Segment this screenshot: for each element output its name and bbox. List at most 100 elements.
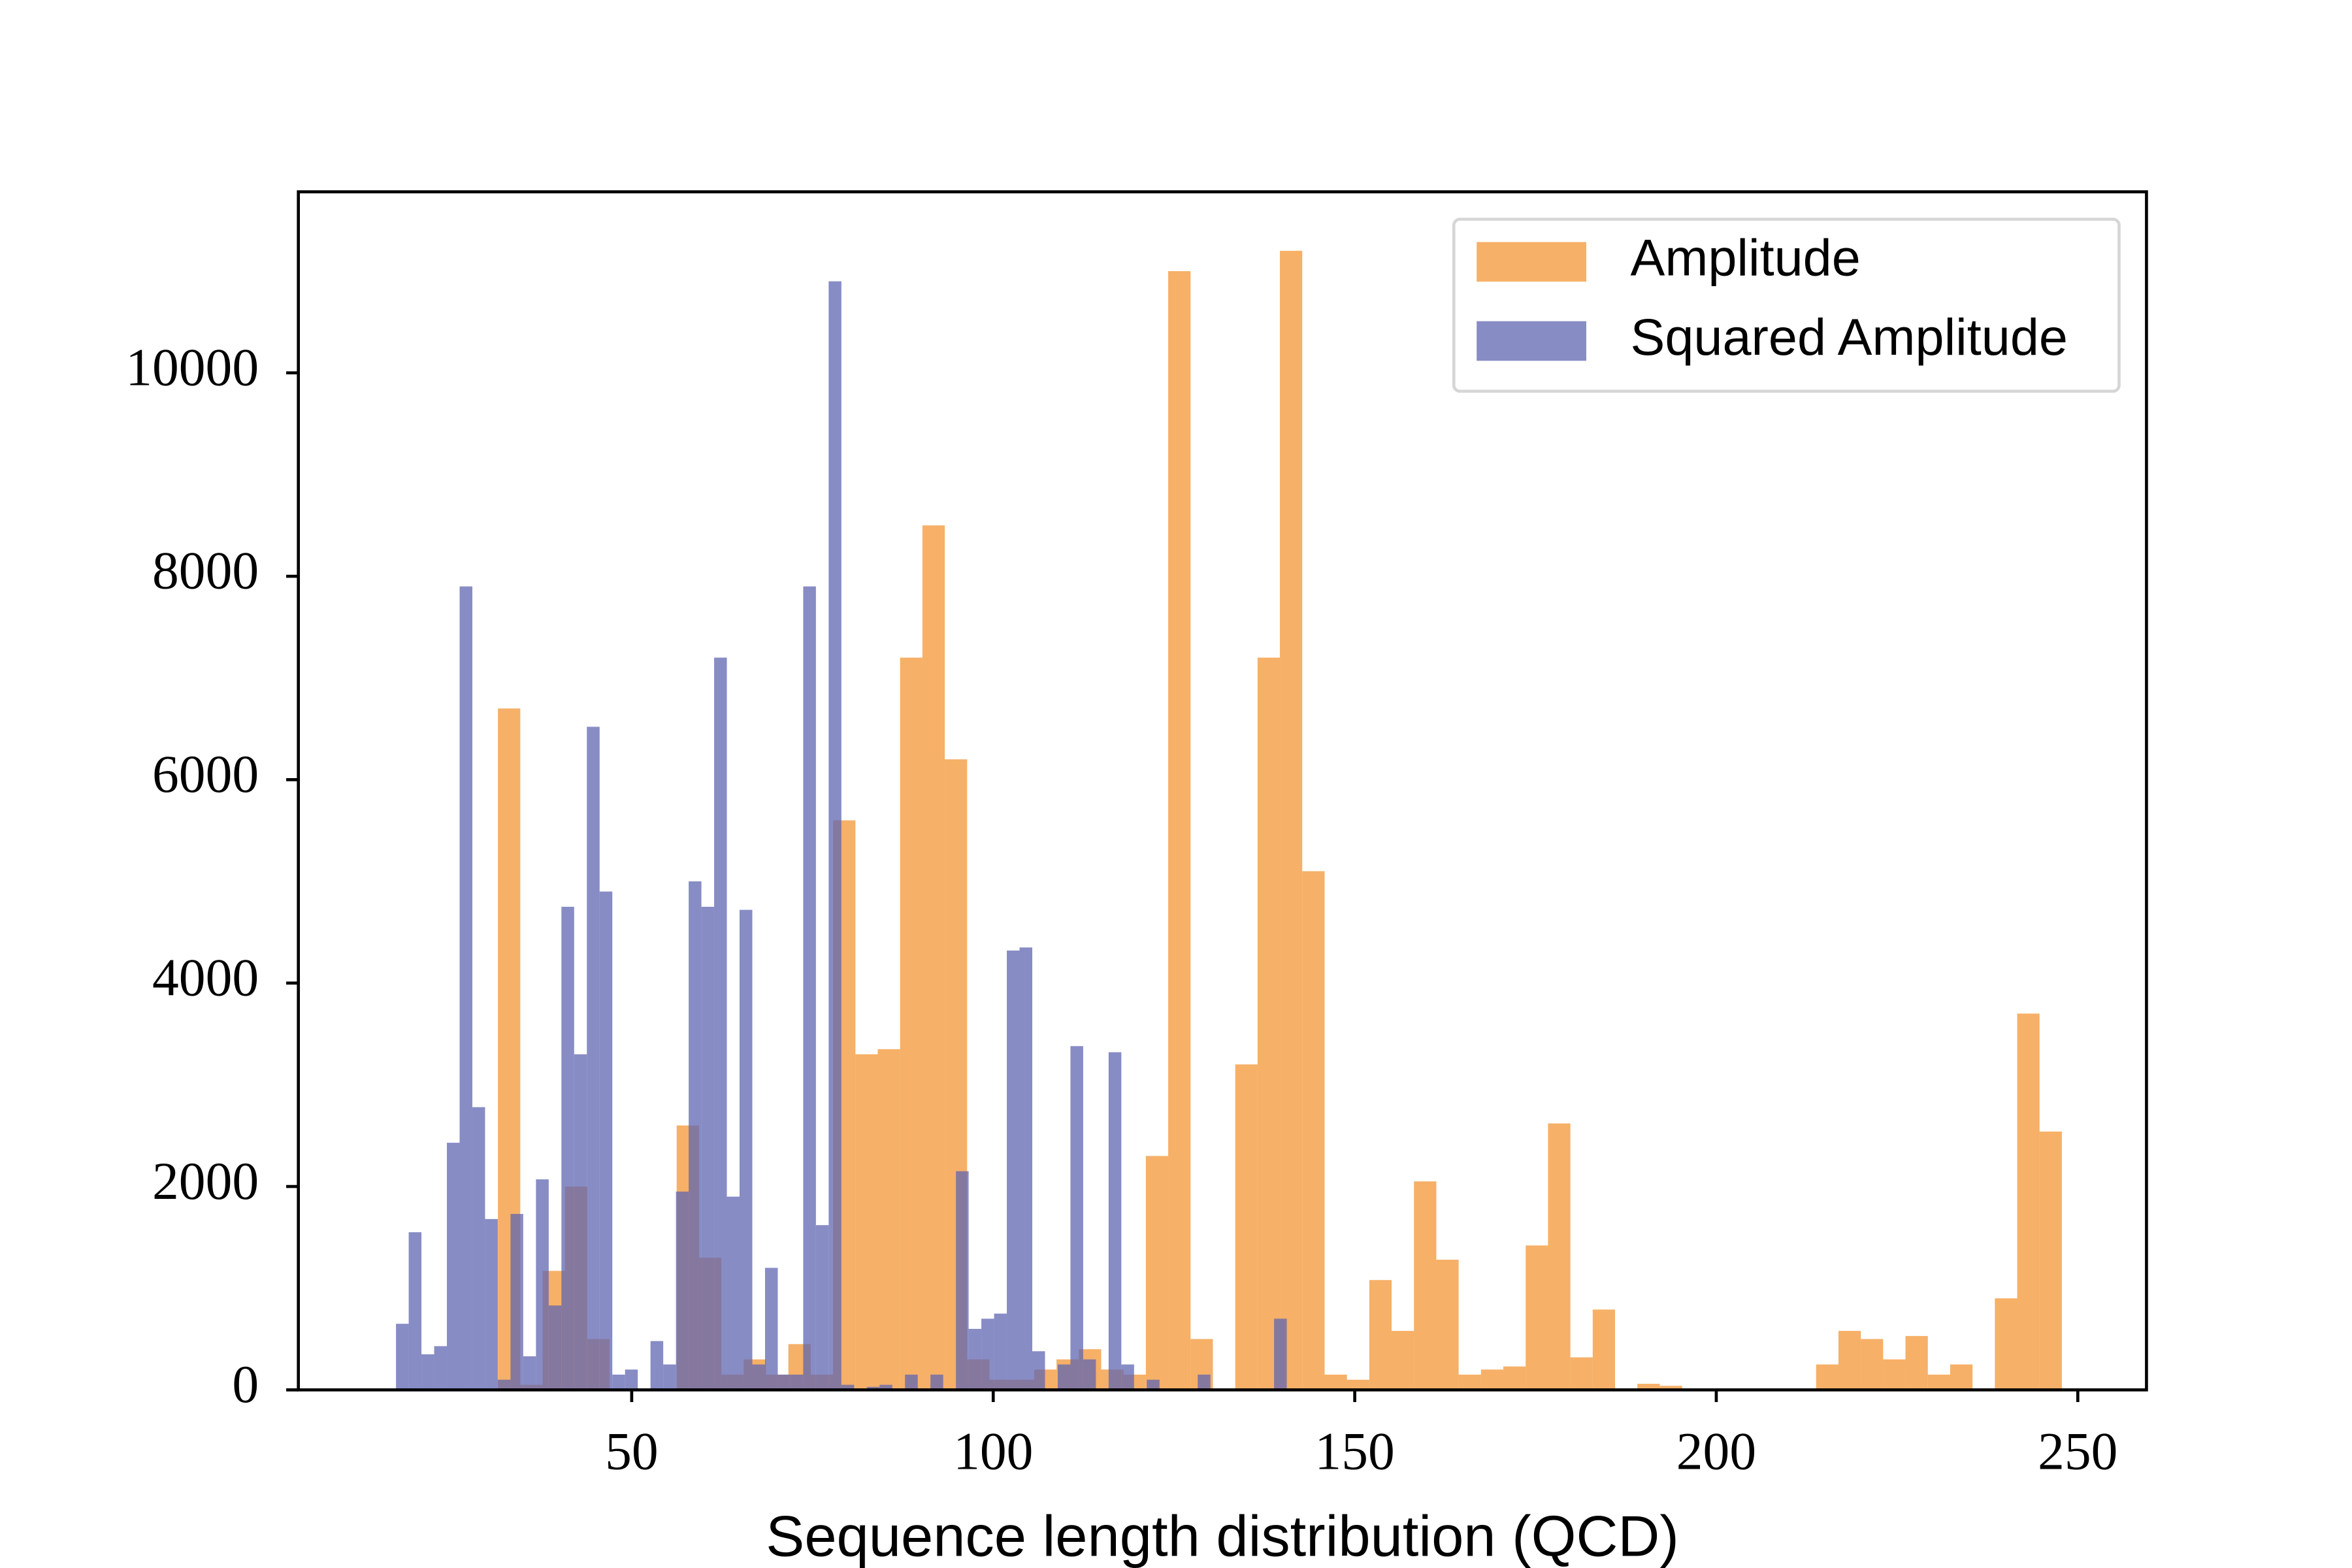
histogram-bar xyxy=(421,1354,434,1390)
histogram-bar xyxy=(1147,1379,1160,1390)
histogram-bar xyxy=(497,1379,511,1390)
legend-box xyxy=(1452,218,2121,393)
histogram-bar xyxy=(1592,1309,1616,1390)
histogram-bar xyxy=(2039,1131,2062,1390)
histogram-bar xyxy=(905,1375,918,1390)
histogram-bar xyxy=(1659,1386,1682,1390)
y-tick-label: 2000 xyxy=(152,1151,259,1211)
histogram-bar xyxy=(1121,1364,1134,1390)
histogram-bar xyxy=(1883,1359,1906,1390)
y-tick-label: 6000 xyxy=(152,744,259,804)
legend-swatch xyxy=(1477,242,1586,282)
legend-label: Squared Amplitude xyxy=(1631,308,2068,366)
histogram-bar xyxy=(663,1364,676,1390)
histogram-bar xyxy=(1070,1046,1083,1390)
histogram-bar xyxy=(956,1171,969,1390)
histogram-bar xyxy=(1257,657,1281,1390)
histogram-bar xyxy=(510,1214,523,1390)
histogram-bar xyxy=(1905,1335,1928,1390)
histogram-bar xyxy=(574,1054,587,1390)
histogram-bar xyxy=(968,1328,982,1390)
histogram-bar xyxy=(612,1375,625,1390)
histogram-bar xyxy=(1168,271,1191,1390)
histogram-bar xyxy=(879,1384,892,1390)
histogram-bar xyxy=(1347,1379,1369,1390)
bars xyxy=(396,250,2062,1390)
histogram-bar xyxy=(1436,1260,1459,1390)
histogram-bar xyxy=(828,281,841,1390)
histogram-bar xyxy=(981,1318,994,1390)
histogram-bar xyxy=(523,1356,536,1390)
histogram-bar xyxy=(1637,1384,1660,1390)
histogram-bar xyxy=(866,1386,880,1390)
histogram-bar xyxy=(625,1369,638,1390)
plot-frame xyxy=(297,190,2148,1392)
histogram-bar xyxy=(434,1346,448,1390)
histogram-bar xyxy=(1480,1369,1504,1390)
histogram-bar xyxy=(536,1179,549,1390)
histogram-bar xyxy=(930,1375,943,1390)
histogram-bar xyxy=(1458,1375,1481,1390)
histogram-bar xyxy=(714,657,727,1390)
x-tick-label: 200 xyxy=(1676,1422,1756,1481)
histogram-bar xyxy=(803,586,816,1390)
histogram-bar xyxy=(1019,947,1033,1390)
histogram-bar xyxy=(877,1049,900,1390)
histogram-bar xyxy=(1861,1339,1884,1390)
histogram-bar xyxy=(740,909,753,1390)
y-tick-label: 0 xyxy=(232,1354,259,1414)
histogram-bar xyxy=(396,1324,409,1390)
histogram-bar xyxy=(1083,1359,1096,1390)
histogram-bar xyxy=(790,1375,804,1390)
histogram-bar xyxy=(1198,1375,1211,1390)
histogram-bar xyxy=(1235,1064,1258,1390)
x-tick-label: 150 xyxy=(1315,1422,1394,1481)
histogram-bar xyxy=(472,1107,485,1390)
histogram-bar xyxy=(459,586,472,1390)
x-tick-label: 100 xyxy=(953,1422,1033,1481)
histogram-bar xyxy=(1274,1318,1287,1390)
histogram-bar xyxy=(752,1364,765,1390)
legend-swatch xyxy=(1477,321,1586,361)
histogram-bar xyxy=(689,881,702,1390)
histogram-bar xyxy=(1570,1357,1593,1390)
histogram-bar xyxy=(1007,950,1020,1390)
histogram-bar xyxy=(777,1375,791,1390)
histogram-bar xyxy=(1108,1052,1122,1390)
x-axis-label: Sequence length distribution (QCD) xyxy=(766,1503,1679,1568)
y-tick-label: 10000 xyxy=(125,337,259,397)
histogram-bar xyxy=(1369,1280,1392,1390)
histogram-bar xyxy=(701,906,715,1390)
histogram-bar xyxy=(764,1267,778,1390)
histogram-bar xyxy=(841,1384,855,1390)
histogram-bar xyxy=(922,525,945,1390)
legend-label: Amplitude xyxy=(1631,229,1861,287)
legend: Amplitude Squared Amplitude xyxy=(1452,218,2121,393)
x-tick-label: 50 xyxy=(605,1422,659,1481)
histogram-bar xyxy=(1503,1366,1526,1390)
y-tick-label: 8000 xyxy=(152,541,259,600)
histogram-bar xyxy=(727,1196,740,1390)
histogram-bar xyxy=(548,1305,562,1390)
histogram-bar xyxy=(447,1143,460,1390)
histogram-bar xyxy=(485,1218,498,1390)
histogram-bar xyxy=(561,906,574,1390)
histogram-bar xyxy=(2017,1013,2040,1390)
histogram-bar xyxy=(1995,1298,2017,1390)
histogram-bar xyxy=(1302,871,1325,1390)
histogram-bar xyxy=(1816,1364,1838,1390)
histogram-bar xyxy=(855,1054,878,1390)
histogram-bar xyxy=(587,727,600,1390)
histogram-bar xyxy=(1950,1364,1973,1390)
histogram-bar xyxy=(1324,1375,1347,1390)
histogram-bar xyxy=(676,1191,689,1390)
x-tick-label: 250 xyxy=(2038,1422,2117,1481)
histogram-bar xyxy=(408,1232,422,1390)
histogram-bar xyxy=(1838,1331,1861,1390)
y-tick-label: 4000 xyxy=(152,947,259,1007)
histogram-bar xyxy=(994,1313,1007,1390)
histogram-bar xyxy=(1927,1375,1950,1390)
histogram-bar xyxy=(1548,1123,1571,1390)
histogram-bar xyxy=(1414,1181,1437,1390)
